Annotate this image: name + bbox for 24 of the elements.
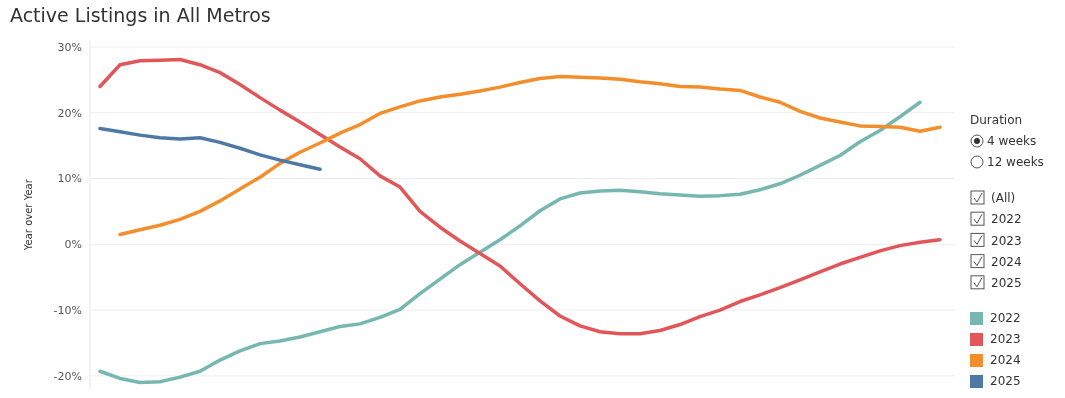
y-tick-label: 30%: [57, 40, 82, 54]
text: 2023: [991, 233, 1022, 248]
legend-label: 2022: [990, 311, 1021, 326]
legend-label: 2024: [990, 353, 1021, 368]
line-series: [98, 57, 942, 336]
text: 2025: [991, 276, 1022, 290]
y-tick-label: -20%: [53, 369, 82, 383]
y-tick-label: 10%: [57, 172, 82, 186]
text: 2022: [991, 212, 1022, 227]
text: (All): [991, 191, 1016, 206]
text: 2024: [991, 254, 1022, 269]
legend-label: 2023: [990, 332, 1021, 347]
line-series: [98, 100, 922, 385]
text: Duration: [970, 113, 1023, 127]
y-axis-title: Year over Year: [23, 178, 34, 252]
line-series: [118, 74, 942, 237]
chart-title: Active Listings in All Metros: [10, 4, 271, 26]
y-tick-label: 0%: [64, 238, 82, 252]
y-tick-label: 20%: [57, 106, 82, 120]
text: 4 weeks: [987, 134, 1037, 149]
legend-label: 2025: [990, 374, 1021, 389]
text: 12 weeks: [987, 155, 1044, 170]
y-tick-label: -10%: [53, 303, 82, 317]
line-series: [98, 126, 322, 172]
